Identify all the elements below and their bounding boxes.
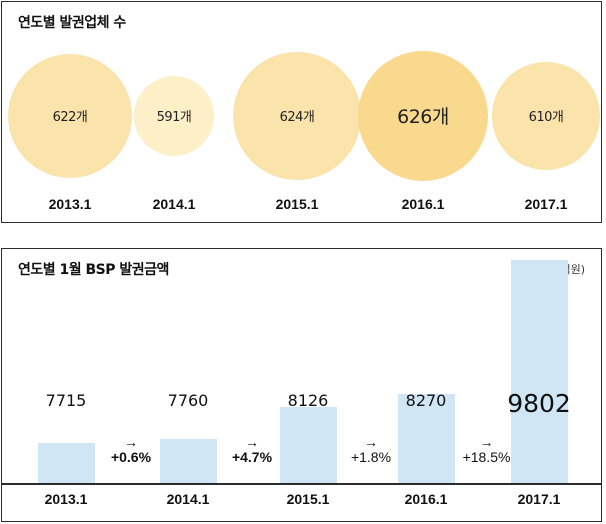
- bar-x-label: 2017.1: [517, 491, 561, 507]
- growth-indicator: → +18.5%: [463, 435, 511, 465]
- bubble-value-label: 610개: [528, 110, 564, 126]
- bar-x-label: 2014.1: [166, 491, 210, 507]
- growth-percent: +18.5%: [462, 449, 511, 465]
- bar-x-label: 2015.1: [286, 491, 330, 507]
- bar-value-label: 8270: [405, 391, 447, 410]
- growth-percent: +4.7%: [231, 449, 273, 465]
- right-arrow-icon: →: [364, 434, 378, 450]
- bubble-2014.1: 591개: [133, 75, 215, 157]
- bubble-value-label: 622개: [52, 110, 88, 126]
- bar-2014.1: [159, 439, 217, 483]
- right-arrow-icon: →: [245, 434, 259, 450]
- bubble-chart-panel: 연도별 발권업체 수 622개 2013.1 591개 2014.1 624개 2015.…: [1, 1, 602, 223]
- bar-x-label: 2016.1: [404, 491, 448, 507]
- growth-percent: +1.8%: [350, 449, 392, 465]
- right-arrow-icon: →: [479, 434, 494, 450]
- bubble-value-label: 591개: [156, 110, 192, 126]
- bar-chart-title: 연도별 1월 BSP 발권금액: [18, 262, 169, 278]
- bar-value-label: 9802: [507, 389, 571, 418]
- bubble-value-label: 624개: [279, 110, 315, 126]
- bar-2013.1: [37, 443, 95, 483]
- bar-value-label: 8126: [287, 391, 329, 410]
- bar-2017.1: [510, 259, 568, 483]
- growth-indicator: → +1.8%: [351, 435, 391, 465]
- bubble-x-label: 2014.1: [152, 196, 196, 212]
- bubble-2016.1: 626개: [357, 50, 489, 182]
- bubble-2013.1: 622개: [7, 53, 133, 179]
- bubble-x-label: 2017.1: [524, 196, 568, 212]
- bubble-x-label: 2016.1: [401, 196, 445, 212]
- bubble-2017.1: 610개: [492, 62, 600, 170]
- bubble-x-label: 2013.1: [48, 196, 92, 212]
- bar-value-label: 7715: [45, 391, 87, 410]
- bar-value-label: 7760: [167, 391, 209, 410]
- x-axis-baseline: [2, 483, 601, 485]
- growth-indicator: → +0.6%: [111, 435, 151, 465]
- bubble-x-label: 2015.1: [275, 196, 319, 212]
- growth-indicator: → +4.7%: [232, 435, 272, 465]
- bubble-2015.1: 624개: [233, 52, 361, 180]
- bar-2015.1: [279, 406, 337, 483]
- right-arrow-icon: →: [124, 434, 138, 450]
- growth-percent: +0.6%: [110, 449, 152, 465]
- bubble-chart-title: 연도별 발권업체 수: [18, 15, 126, 31]
- bar-x-label: 2013.1: [44, 491, 88, 507]
- bar-chart-panel: 연도별 1월 BSP 발권금액 (단위: 억원) 77152013.177602…: [1, 248, 602, 522]
- bar-2016.1: [397, 394, 455, 483]
- bubble-value-label: 626개: [397, 106, 449, 129]
